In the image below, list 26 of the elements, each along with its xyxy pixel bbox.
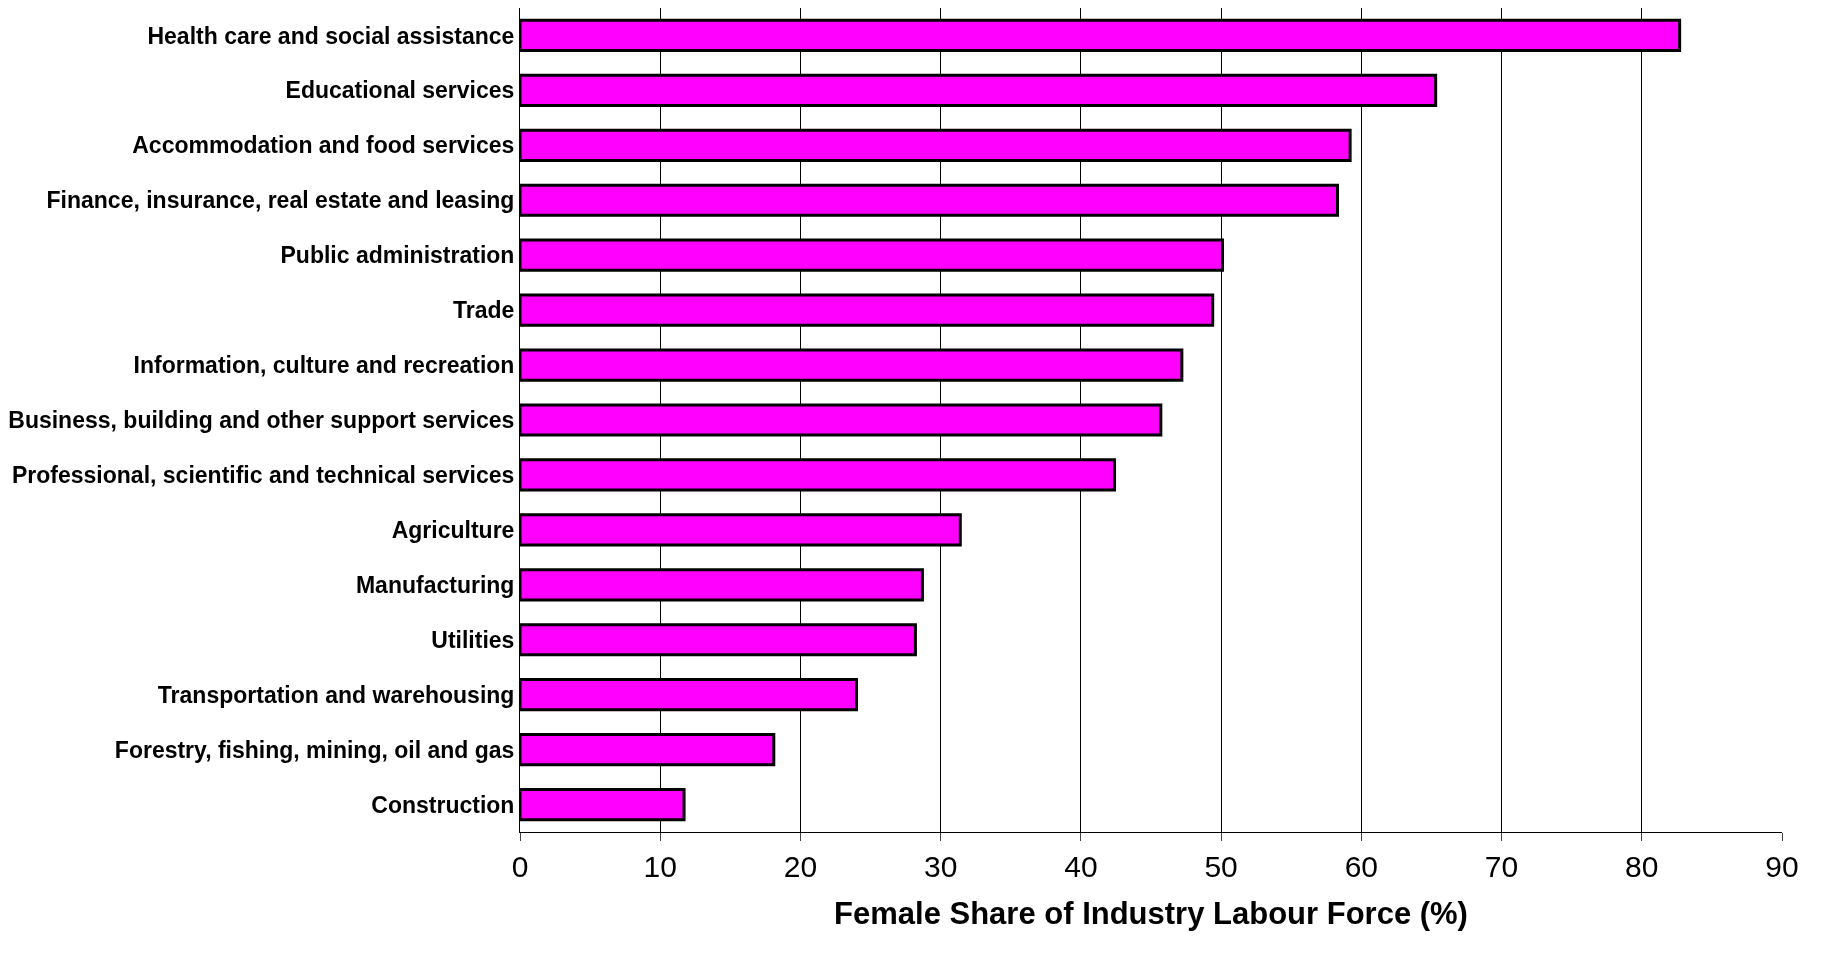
- y-tick-label: Educational services: [285, 77, 515, 104]
- y-tick-label: Health care and social assistance: [147, 22, 515, 49]
- y-tick-label: Utilities: [431, 626, 515, 653]
- y-tick-label: Manufacturing: [355, 571, 515, 598]
- y-tick-label: Trade: [453, 297, 515, 324]
- y-tick-label: Finance, insurance, real estate and leasing: [46, 187, 515, 214]
- y-tick-label: Construction: [371, 791, 515, 818]
- x-tick-label: 30: [923, 850, 958, 883]
- x-tick-label: 0: [511, 850, 529, 883]
- x-tick-label: 60: [1344, 850, 1379, 883]
- y-tick-label: Accommodation and food services: [132, 132, 515, 159]
- x-axis-title: Female Share of Industry Labour Force (%): [834, 896, 1468, 932]
- x-tick-label: 20: [783, 850, 818, 883]
- x-tick-label: 70: [1484, 850, 1519, 883]
- x-tick-label: 80: [1625, 850, 1659, 883]
- x-tick-label: 40: [1064, 850, 1098, 883]
- y-tick-label: Forestry, fishing, mining, oil and gas: [114, 736, 515, 763]
- y-tick-label: Information, culture and recreation: [133, 352, 515, 379]
- x-tick-label: 10: [643, 850, 677, 883]
- y-tick-label: Business, building and other support services: [8, 407, 515, 434]
- y-tick-label: Transportation and warehousing: [157, 681, 515, 708]
- y-tick-label: Professional, scientific and technical services: [12, 461, 515, 488]
- y-tick-label: Agriculture: [391, 516, 515, 543]
- x-tick-label: 90: [1765, 850, 1799, 883]
- x-tick-label: 50: [1204, 850, 1238, 883]
- y-tick-label: Public administration: [280, 242, 515, 269]
